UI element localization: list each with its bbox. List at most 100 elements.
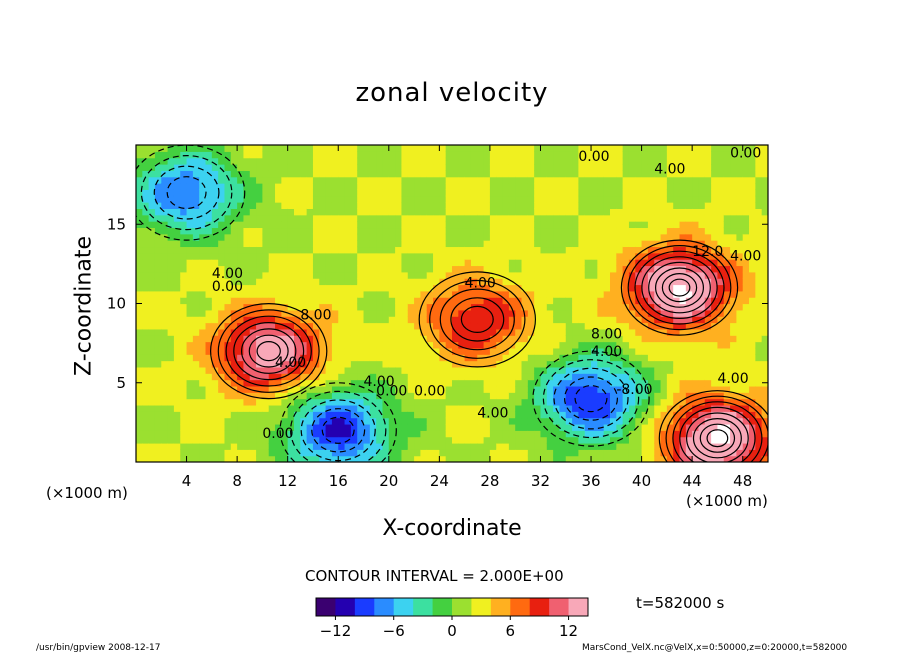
- heatmap-cell: [445, 455, 453, 462]
- heatmap-cell: [344, 316, 352, 324]
- heatmap-cell: [578, 398, 586, 406]
- heatmap-cell: [692, 303, 700, 311]
- heatmap-cell: [281, 297, 289, 305]
- heatmap-cell: [136, 246, 143, 254]
- heatmap-cell: [154, 404, 162, 412]
- heatmap-cell: [211, 322, 219, 330]
- heatmap-cell: [357, 322, 365, 330]
- heatmap-cell: [401, 373, 409, 381]
- heatmap-cell: [388, 252, 396, 260]
- heatmap-cell: [407, 157, 415, 165]
- heatmap-cell: [761, 202, 768, 209]
- heatmap-cell: [610, 265, 617, 273]
- heatmap-cell: [376, 404, 384, 412]
- heatmap-cell: [717, 436, 725, 444]
- heatmap-cell: [452, 455, 459, 462]
- heatmap-cell: [578, 164, 586, 171]
- heatmap-cell: [338, 233, 346, 241]
- heatmap-cell: [452, 233, 459, 241]
- heatmap-cell: [540, 202, 548, 209]
- heatmap-cell: [262, 290, 270, 298]
- heatmap-cell: [205, 354, 213, 362]
- heatmap-cell: [489, 195, 497, 203]
- heatmap-cell: [224, 423, 232, 431]
- heatmap-cell: [287, 309, 295, 317]
- heatmap-cell: [483, 430, 491, 438]
- heatmap-cell: [445, 430, 453, 438]
- heatmap-cell: [603, 335, 611, 343]
- heatmap-cell: [230, 379, 238, 387]
- heatmap-cell: [477, 284, 485, 292]
- heatmap-cell: [540, 221, 548, 229]
- heatmap-cell: [205, 373, 213, 381]
- heatmap-cell: [180, 392, 188, 400]
- heatmap-cell: [704, 309, 712, 317]
- heatmap-cell: [572, 195, 579, 203]
- heatmap-cell: [357, 385, 365, 393]
- heatmap-cell: [154, 170, 162, 178]
- heatmap-cell: [502, 246, 510, 254]
- heatmap-cell: [161, 221, 169, 229]
- heatmap-cell: [439, 328, 447, 336]
- heatmap-cell: [755, 322, 763, 330]
- heatmap-cell: [142, 360, 150, 368]
- heatmap-cell: [540, 240, 548, 248]
- heatmap-cell: [660, 398, 668, 406]
- heatmap-cell: [464, 265, 472, 273]
- heatmap-cell: [628, 436, 636, 444]
- heatmap-cell: [755, 385, 763, 393]
- heatmap-cell: [224, 221, 232, 229]
- heatmap-cell: [698, 385, 706, 393]
- heatmap-cell: [546, 290, 554, 298]
- heatmap-cell: [357, 335, 365, 343]
- heatmap-cell: [154, 423, 162, 431]
- heatmap-cell: [218, 145, 226, 152]
- heatmap-cell: [464, 404, 472, 412]
- heatmap-cell: [426, 430, 434, 438]
- heatmap-cell: [319, 145, 327, 152]
- heatmap-cell: [470, 259, 478, 267]
- heatmap-cell: [249, 423, 257, 431]
- heatmap-cell: [711, 297, 719, 305]
- heatmap-cell: [395, 423, 403, 431]
- heatmap-cell: [407, 214, 415, 222]
- heatmap-cell: [256, 328, 263, 336]
- heatmap-cell: [679, 176, 687, 184]
- heatmap-cell: [136, 423, 143, 431]
- heatmap-cell: [736, 164, 744, 171]
- heatmap-cell: [306, 214, 314, 222]
- heatmap-cell: [363, 176, 371, 184]
- heatmap-cell: [685, 290, 693, 298]
- heatmap-cell: [477, 423, 485, 431]
- heatmap-cell: [458, 303, 466, 311]
- heatmap-cell: [401, 392, 409, 400]
- heatmap-cell: [666, 335, 674, 343]
- heatmap-cell: [515, 417, 523, 425]
- heatmap-cell: [698, 392, 706, 400]
- heatmap-cell: [294, 145, 301, 152]
- heatmap-cell: [426, 145, 434, 152]
- heatmap-cell: [749, 430, 756, 438]
- heatmap-cell: [483, 385, 491, 393]
- heatmap-cell: [692, 240, 700, 248]
- heatmap-cell: [369, 164, 377, 171]
- heatmap-cell: [622, 328, 630, 336]
- heatmap-cell: [344, 221, 352, 229]
- heatmap-cell: [452, 385, 459, 393]
- heatmap-cell: [489, 145, 497, 152]
- heatmap-cell: [142, 379, 150, 387]
- heatmap-cell: [401, 170, 409, 178]
- heatmap-cell: [376, 455, 384, 462]
- heatmap-cell: [635, 157, 643, 165]
- heatmap-cell: [395, 449, 403, 457]
- heatmap-cell: [230, 195, 238, 203]
- heatmap-cell: [300, 227, 308, 235]
- heatmap-cell: [692, 265, 700, 273]
- heatmap-cell: [502, 170, 510, 178]
- heatmap-cell: [616, 164, 624, 171]
- heatmap-cell: [344, 392, 352, 400]
- heatmap-cell: [742, 297, 750, 305]
- heatmap-cell: [635, 252, 643, 260]
- heatmap-cell: [616, 259, 624, 267]
- heatmap-cell: [294, 309, 301, 317]
